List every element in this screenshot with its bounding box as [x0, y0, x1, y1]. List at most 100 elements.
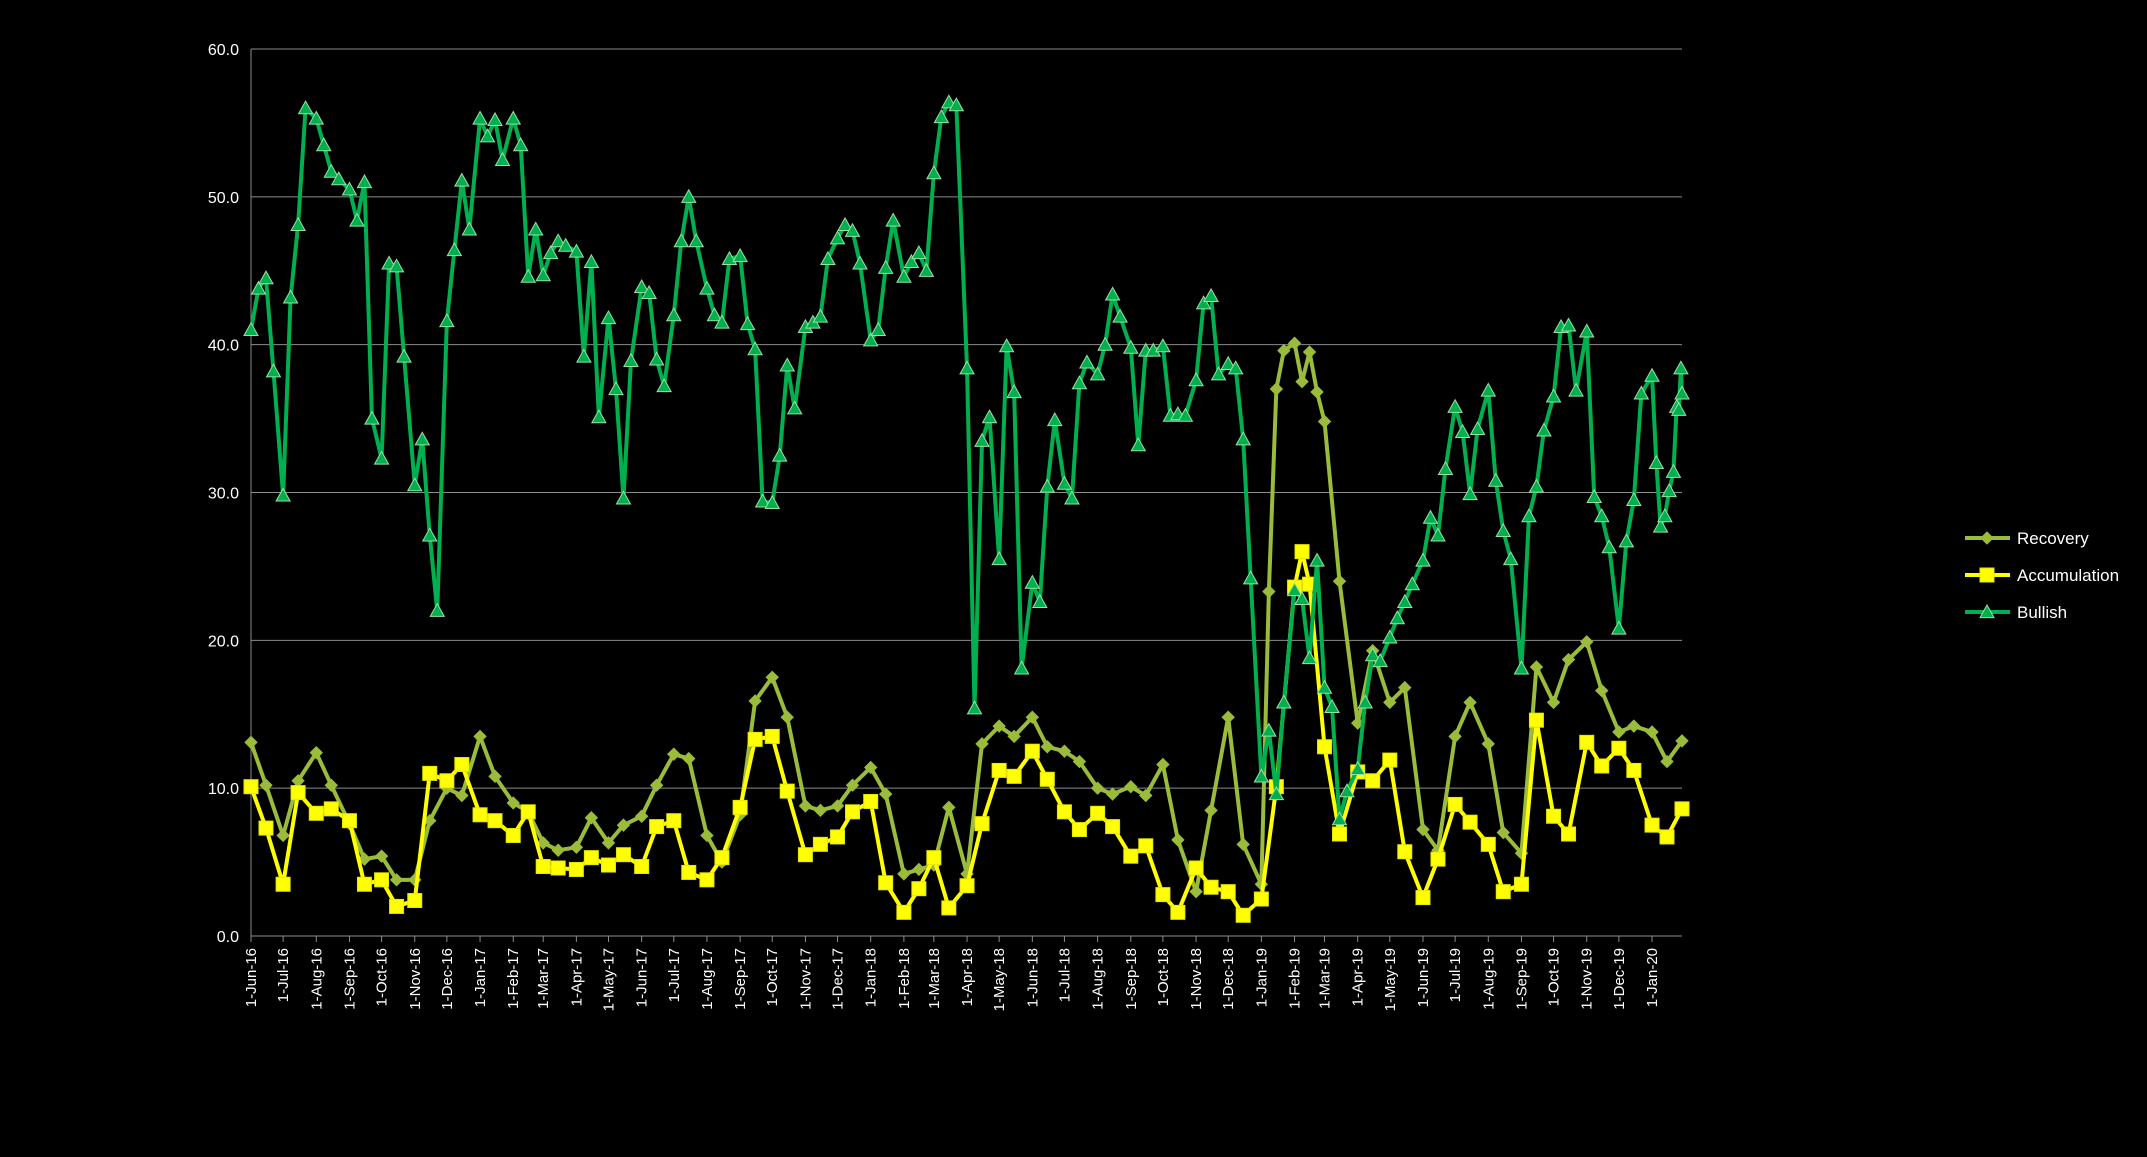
- data-point: [396, 348, 412, 363]
- gridlines: [251, 48, 1682, 789]
- data-point: [1046, 412, 1063, 427]
- x-tick-label: 1-Mar-18: [926, 948, 943, 1009]
- data-point: [1105, 819, 1121, 835]
- data-point: [747, 731, 763, 747]
- data-point: [1364, 647, 1381, 662]
- y-tick-label: 0.0: [217, 929, 239, 946]
- data-point: [600, 857, 616, 873]
- data-point: [1104, 286, 1121, 301]
- x-tick-label: 1-Sep-16: [341, 948, 358, 1010]
- data-point: [1481, 737, 1495, 751]
- data-point: [356, 174, 373, 189]
- data-point: [1415, 552, 1431, 567]
- data-point: [1275, 694, 1292, 709]
- x-tick-label: 1-Oct-19: [1546, 948, 1563, 1006]
- data-point: [494, 151, 511, 166]
- data-point: [527, 221, 544, 236]
- data-point: [845, 804, 861, 820]
- data-point: [634, 859, 650, 875]
- data-point: [714, 850, 730, 866]
- data-point: [341, 813, 357, 829]
- data-point: [820, 250, 836, 266]
- x-tick-label: 1-May-18: [991, 948, 1008, 1011]
- data-point: [981, 409, 998, 424]
- x-tick-label: 1-Jan-17: [472, 948, 489, 1007]
- data-point: [1594, 758, 1610, 774]
- data-point: [1462, 485, 1478, 501]
- data-point: [1024, 743, 1040, 759]
- data-point: [1673, 360, 1689, 375]
- data-point: [1031, 593, 1048, 608]
- data-point: [1528, 712, 1544, 728]
- data-point: [1013, 660, 1030, 675]
- data-point: [1332, 574, 1347, 588]
- data-point: [1253, 768, 1270, 783]
- data-point: [1513, 660, 1530, 675]
- data-point: [1601, 539, 1618, 554]
- data-point: [1242, 570, 1259, 585]
- data-point: [1462, 814, 1478, 830]
- x-tick-label: 1-Nov-18: [1188, 948, 1205, 1010]
- x-tick-label: 1-Oct-16: [374, 948, 391, 1006]
- data-point: [812, 836, 828, 852]
- data-point: [244, 735, 258, 750]
- data-point: [1188, 860, 1204, 876]
- x-tick-label: 1-Aug-16: [308, 948, 325, 1010]
- data-point: [330, 171, 347, 186]
- series-bullish: [243, 94, 1690, 826]
- data-point: [1674, 801, 1690, 817]
- data-point: [276, 828, 290, 843]
- data-point: [1310, 385, 1324, 399]
- data-point: [422, 765, 438, 781]
- data-point: [959, 360, 975, 375]
- x-tick-label: 1-Sep-19: [1513, 948, 1530, 1010]
- data-point: [615, 847, 631, 863]
- data-point: [1253, 891, 1269, 907]
- data-point: [1324, 698, 1340, 713]
- data-point: [680, 188, 697, 203]
- data-point: [1644, 367, 1660, 382]
- data-point: [505, 827, 521, 843]
- data-point: [1316, 679, 1333, 694]
- data-point: [1071, 822, 1087, 838]
- data-point: [374, 872, 390, 888]
- data-point: [374, 849, 389, 863]
- data-point: [1155, 887, 1171, 903]
- data-point: [1536, 422, 1552, 437]
- series-accumulation: [243, 544, 1690, 923]
- data-point: [649, 819, 665, 835]
- data-point: [520, 804, 536, 820]
- data-point: [297, 100, 314, 115]
- data-point: [1545, 388, 1562, 403]
- data-point: [1097, 336, 1113, 351]
- data-point: [864, 760, 878, 775]
- data-point: [911, 244, 927, 260]
- data-point: [323, 801, 339, 817]
- x-tick-label: 1-Nov-16: [407, 948, 424, 1010]
- y-tick-label: 20.0: [208, 633, 239, 650]
- data-point: [1645, 725, 1659, 739]
- data-point: [388, 258, 405, 273]
- x-tick-label: 1-Jul-16: [275, 948, 292, 1002]
- x-tick-label: 1-Nov-17: [797, 948, 814, 1010]
- data-point: [275, 487, 291, 502]
- data-point: [282, 289, 299, 304]
- data-point: [557, 237, 574, 252]
- data-point: [1105, 787, 1120, 801]
- data-point: [341, 181, 358, 196]
- data-point: [623, 352, 639, 368]
- data-point: [1287, 336, 1302, 350]
- data-point: [356, 876, 372, 892]
- data-point: [1302, 345, 1317, 359]
- data-point: [1294, 590, 1310, 606]
- data-point: [487, 111, 503, 127]
- data-point: [991, 762, 1007, 778]
- data-point: [583, 850, 599, 866]
- data-point: [747, 341, 763, 356]
- data-point: [290, 216, 306, 232]
- data-point: [259, 778, 273, 792]
- legend-item-bullish: Bullish: [1965, 603, 2067, 622]
- data-point: [1071, 375, 1088, 390]
- data-point: [974, 432, 990, 447]
